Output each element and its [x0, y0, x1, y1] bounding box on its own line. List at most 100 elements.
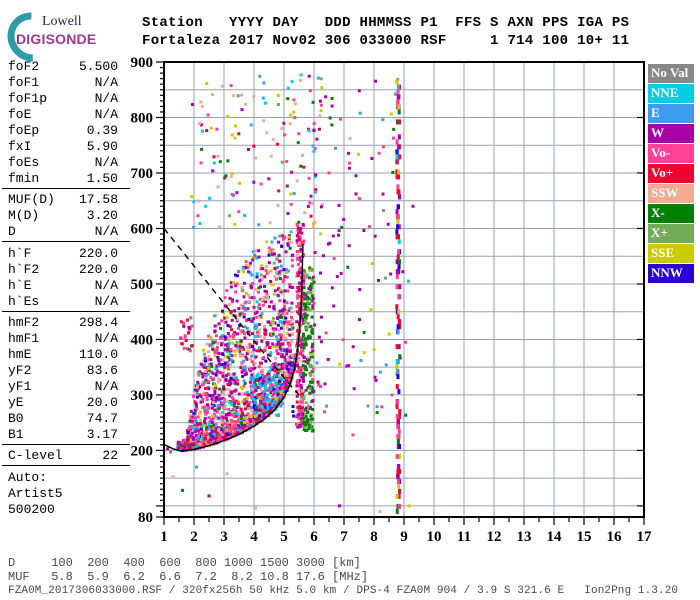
svg-text:300: 300 [131, 388, 154, 404]
svg-text:900: 900 [131, 55, 154, 71]
legend-item-nnw: NNW [648, 264, 694, 283]
param-label: h`F [8, 245, 32, 261]
param-value: N/A [94, 75, 118, 90]
legend-item-x+: X+ [648, 224, 694, 243]
svg-text:9: 9 [400, 529, 408, 545]
logo-text-lowell: Lowell [42, 14, 82, 29]
legend-label: X+ [651, 225, 668, 240]
param-value: 1.50 [86, 171, 118, 186]
svg-text:3: 3 [220, 529, 228, 545]
param-row-artist5: Artist5 [8, 486, 120, 502]
param-row-foes: foEs N/A [8, 155, 120, 171]
param-separator [2, 465, 130, 467]
axis-ticks [156, 61, 645, 525]
legend-item-noval: No Val [648, 64, 694, 83]
param-value: N/A [94, 107, 118, 122]
param-value: 3.17 [86, 426, 118, 442]
muf-distance-row: D 100 200 400 600 800 1000 1500 3000 [km… [8, 556, 361, 570]
param-label: foF1p [8, 91, 48, 106]
plot-gridlines [164, 62, 644, 517]
svg-text:500: 500 [131, 277, 154, 293]
svg-text:2: 2 [190, 529, 198, 545]
svg-text:4: 4 [250, 529, 258, 545]
param-value: 83.6 [86, 362, 118, 378]
legend-item-e: E [648, 104, 694, 123]
param-label: foEp [8, 123, 40, 138]
svg-text:7: 7 [340, 529, 348, 545]
param-separator [2, 443, 130, 445]
parameter-panel: foF2 5.500 foF1 N/A foF1p N/A foE N/A foEp 0.39 fx… [0, 0, 134, 540]
svg-text:16: 16 [607, 529, 623, 545]
param-label: foEs [8, 155, 40, 170]
legend-item-ssw: SSW [648, 184, 694, 203]
legend-item-vo+: Vo+ [648, 164, 694, 183]
param-row-fmin: fmin 1.50 [8, 171, 120, 187]
legend-label: No Val [651, 65, 689, 80]
legend-item-vo-: Vo- [648, 144, 694, 163]
svg-text:200: 200 [131, 443, 154, 459]
param-row-d: D N/A [8, 224, 120, 240]
param-value: 17.58 [78, 192, 118, 208]
svg-text:600: 600 [131, 221, 154, 237]
param-row-ye: yE 20.0 [8, 395, 120, 411]
param-label: foF2 [8, 59, 40, 74]
param-row-hf2: h`F2 220.0 [8, 262, 120, 278]
param-row-hmf1: hmF1 N/A [8, 331, 120, 347]
param-label: foF1 [8, 75, 40, 90]
param-value: 20.0 [86, 394, 118, 410]
param-row-hf: h`F 220.0 [8, 246, 120, 262]
param-label: h`Es [8, 293, 40, 309]
param-value: N/A [94, 293, 118, 309]
param-label: hmF1 [8, 330, 40, 346]
param-label: yF2 [8, 362, 32, 378]
svg-text:6: 6 [310, 529, 318, 545]
param-label: yE [8, 394, 24, 410]
param-row-hmf2: hmF2 298.4 [8, 315, 120, 331]
param-row-500200: 500200 [8, 502, 120, 518]
param-label: MUF(D) [8, 192, 55, 208]
param-value: N/A [94, 277, 118, 293]
param-value: 74.7 [86, 410, 118, 426]
param-value: 3.20 [86, 208, 118, 224]
svg-text:800: 800 [131, 110, 154, 126]
legend-label: SSW [651, 185, 679, 200]
param-value: 220.0 [78, 261, 118, 277]
param-value: N/A [94, 224, 118, 240]
svg-text:80: 80 [138, 510, 153, 526]
param-row-auto: Auto: [8, 470, 120, 486]
param-value: 0.39 [86, 123, 118, 138]
param-row-md: M(D) 3.20 [8, 208, 120, 224]
muf-values-row: MUF 5.8 5.9 6.2 6.6 7.2 8.2 10.8 17.6 [M… [8, 570, 369, 584]
param-label: 500200 [8, 501, 55, 517]
param-value: 298.4 [78, 314, 118, 330]
param-label: hmF2 [8, 314, 40, 330]
param-row-yf2: yF2 83.6 [8, 363, 120, 379]
svg-text:13: 13 [517, 529, 532, 545]
param-label: Auto: [8, 469, 48, 485]
svg-text:700: 700 [131, 166, 154, 182]
param-row-he: h`E N/A [8, 278, 120, 294]
param-separator [2, 310, 130, 312]
param-row-foep: foEp 0.39 [8, 123, 120, 139]
param-label: h`E [8, 277, 32, 293]
param-row-foe: foE N/A [8, 107, 120, 123]
svg-text:8: 8 [370, 529, 378, 545]
param-value: N/A [94, 155, 118, 170]
param-label: fmin [8, 171, 40, 186]
dashed-profile-curve [163, 228, 300, 396]
param-row-fof2: foF2 5.500 [8, 59, 120, 75]
axis-tick-labels: 1 2 3 4 5 6 7 8 9 10 11 12 13 14 15 16 17900800700600500… [131, 55, 653, 545]
param-label: foE [8, 107, 32, 122]
param-value: 220.0 [78, 245, 118, 261]
plot-frame [163, 61, 645, 518]
ionogram-echo-points [166, 73, 415, 514]
param-label: D [8, 224, 16, 240]
param-value: 5.90 [86, 139, 118, 154]
legend-label: NNE [651, 85, 679, 100]
autoscaled-trace-curve [164, 243, 304, 452]
param-row-b1: B1 3.17 [8, 427, 120, 443]
param-label: C-level [8, 448, 63, 464]
legend-item-sse: SSE [648, 244, 694, 263]
